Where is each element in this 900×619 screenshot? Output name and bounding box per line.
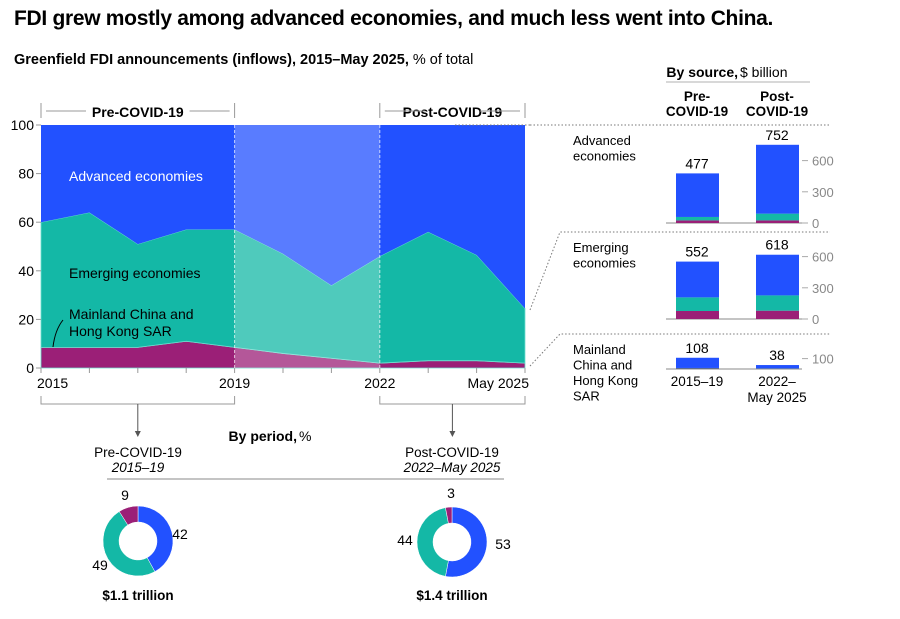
donut-value-label: 49 [92, 557, 108, 573]
bar-segment-advanced [676, 357, 719, 368]
donut-slice-advanced [445, 506, 488, 578]
bar-segment-advanced [756, 254, 799, 296]
donut-slice-china [118, 505, 139, 526]
y-tick-label: 0 [26, 360, 34, 376]
arrow-head [134, 431, 141, 437]
donut-value-label: 44 [397, 532, 413, 548]
x-tick-label: 2019 [219, 375, 250, 391]
donut-total: $1.4 trillion [416, 588, 487, 603]
donut-value-label: 9 [121, 487, 129, 503]
donut-label: Pre-COVID-19 [94, 445, 182, 460]
bar-segment-emerging [676, 367, 719, 369]
bar-segment-emerging [676, 216, 719, 221]
x-tick-label: May 2025 [468, 375, 530, 391]
bar-total-label: 552 [685, 244, 709, 260]
bar-total-label: 618 [765, 237, 789, 253]
subtitle-bold: Greenfield FDI announcements (inflows), … [14, 52, 409, 68]
donut-panel-unit: % [299, 428, 311, 444]
bar-axis-label: 300 [812, 281, 834, 296]
period-bracket [40, 396, 236, 405]
donut-slice-emerging [416, 507, 449, 577]
bar-group-label: Emerging economies [573, 240, 636, 271]
donut-value-label: 3 [447, 485, 455, 501]
bar-segment-china [676, 220, 719, 223]
bar-total-label: 108 [685, 340, 709, 356]
connector-line [529, 333, 830, 367]
bar-axis-label: 300 [812, 185, 834, 200]
subtitle-unit: % of total [408, 52, 474, 68]
connector-line [529, 231, 830, 311]
x-tick-label: 2015 [37, 375, 68, 391]
bar-axis-label: 0 [812, 216, 819, 231]
bar-group-label: Mainland China and Hong Kong SAR [573, 342, 638, 404]
y-tick-label: 40 [18, 263, 34, 279]
label-emerging: Emerging economies [69, 265, 201, 281]
bar-segment-emerging [676, 297, 719, 311]
bar-segment-advanced [676, 261, 719, 298]
y-tick-label: 60 [18, 214, 34, 230]
bar-segment-china [756, 310, 799, 319]
donut-panel-title: By period, [229, 428, 297, 444]
x-tick-label: 2022 [364, 375, 395, 391]
donut-slice-china [445, 506, 453, 524]
donut-value-label: 53 [495, 536, 511, 552]
bar-axis-label: 100 [812, 352, 834, 367]
bar-category-label: 2015–19 [671, 374, 724, 389]
bar-total-label: 477 [685, 155, 709, 171]
bar-column-header: Post-COVID-19 [746, 89, 808, 119]
bar-segment-china [676, 368, 719, 369]
bar-column-header: Pre-COVID-19 [666, 89, 728, 119]
donut-period: 2022–May 2025 [403, 460, 501, 475]
bar-group-label: Advanced economies [573, 133, 636, 164]
bar-segment-emerging [756, 213, 799, 221]
label-china-leader [52, 319, 64, 348]
bar-panel-title: By source, [666, 64, 738, 80]
bar-axis-label: 600 [812, 154, 834, 169]
bar-segment-advanced [756, 144, 799, 214]
bar-panel-unit: $ billion [740, 64, 787, 80]
bar-segment-advanced [756, 365, 799, 369]
label-advanced: Advanced economies [69, 168, 203, 184]
bar-axis-label: 0 [812, 312, 819, 327]
donut-slice-emerging [102, 511, 156, 577]
bar-segment-china [756, 220, 799, 223]
bar-segment-advanced [676, 173, 719, 217]
period-label-post: Post-COVID-19 [403, 104, 503, 120]
arrow-head [449, 431, 456, 437]
bar-segment-emerging [756, 295, 799, 311]
donut-value-label: 42 [172, 526, 188, 542]
y-tick-label: 80 [18, 166, 34, 182]
y-tick-label: 100 [11, 117, 35, 133]
y-tick-label: 20 [18, 311, 34, 327]
donut-slice-advanced [137, 505, 174, 573]
bar-total-label: 38 [769, 347, 785, 363]
chart-subtitle: Greenfield FDI announcements (inflows), … [14, 52, 473, 68]
bar-axis-label: 600 [812, 250, 834, 265]
donut-period: 2015–19 [111, 460, 165, 475]
area-advanced [41, 125, 525, 309]
covid-period-overlay [234, 125, 380, 368]
period-label-pre: Pre-COVID-19 [92, 104, 184, 120]
bar-segment-china [676, 310, 719, 319]
bar-total-label: 752 [765, 127, 789, 143]
bar-category-label: 2022– May 2025 [747, 374, 806, 405]
label-china: Mainland China and Hong Kong SAR [69, 306, 194, 339]
period-bracket [379, 396, 526, 405]
donut-label: Post-COVID-19 [405, 445, 499, 460]
chart-title: FDI grew mostly among advanced economies… [14, 7, 774, 30]
donut-total: $1.1 trillion [102, 588, 173, 603]
